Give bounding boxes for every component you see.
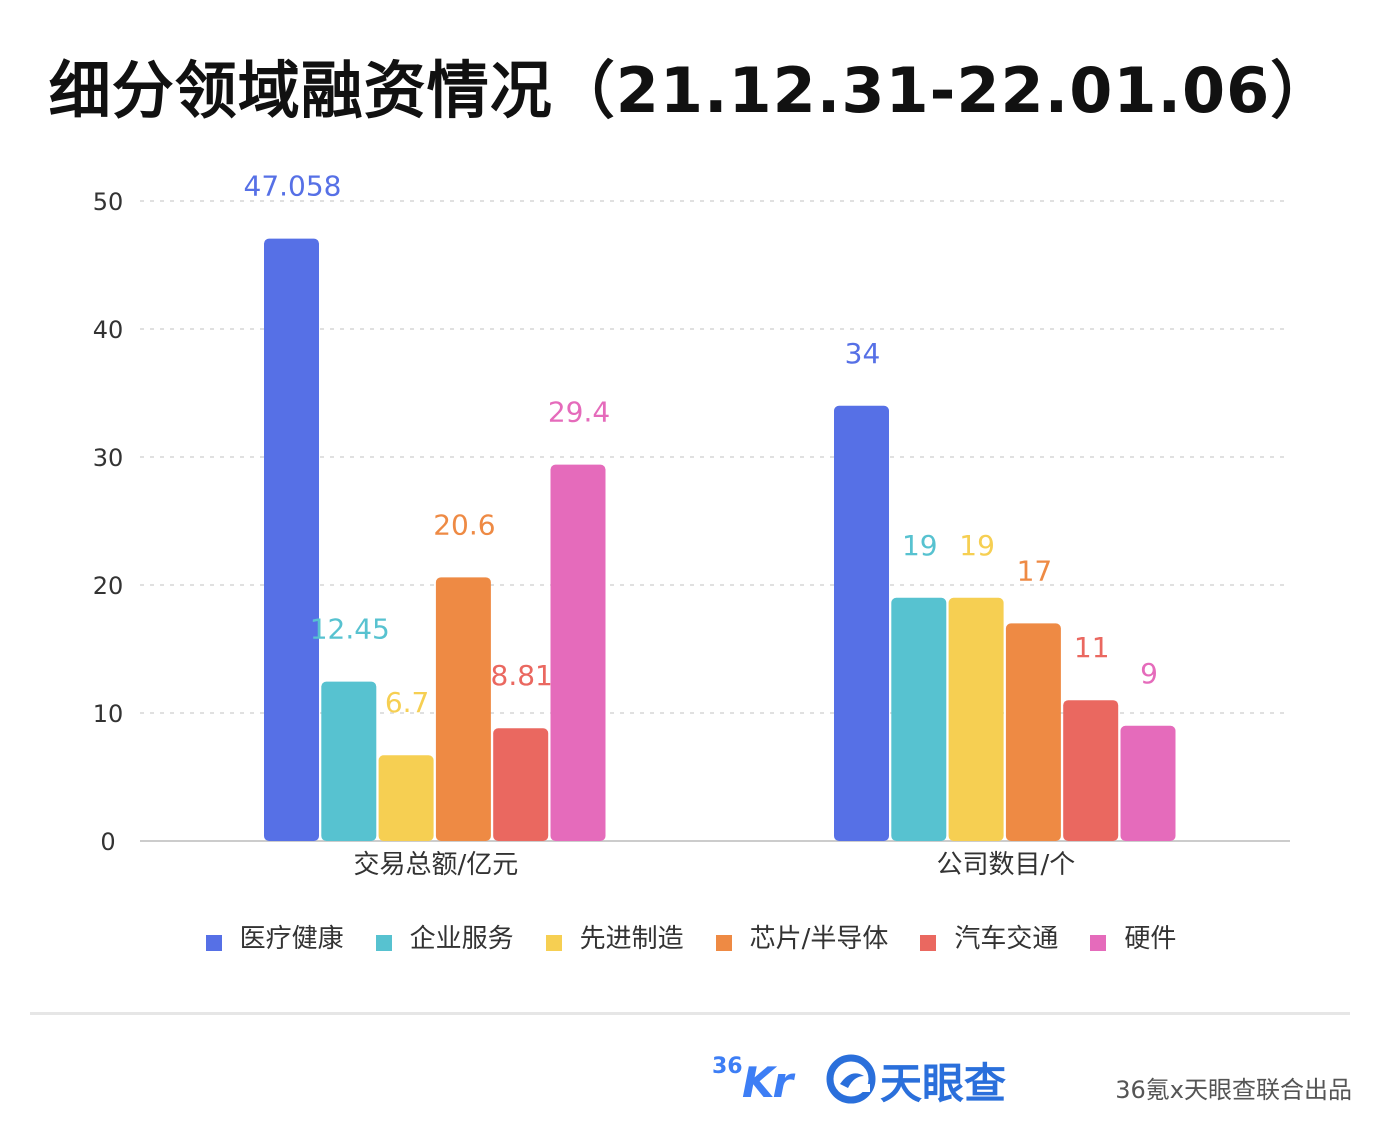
- footer: 36 Kr 天眼查 36氪x天眼查联合出品: [0, 1048, 1382, 1108]
- chart-title: 细分领域融资情况（21.12.31-22.01.06）: [48, 54, 1334, 127]
- y-tick-label: 30: [93, 444, 124, 472]
- y-tick-label: 40: [93, 316, 124, 344]
- tianyancha-logo-icon: [826, 1054, 876, 1104]
- footer-divider: [30, 1012, 1350, 1015]
- bar: [1005, 623, 1061, 841]
- 36kr-logo-text: Kr: [742, 1058, 793, 1107]
- legend-label: 芯片/半导体: [749, 924, 889, 954]
- bar: [948, 597, 1004, 841]
- legend-swatch: [375, 934, 392, 951]
- bar: [550, 464, 606, 841]
- data-label: 17: [1017, 554, 1053, 587]
- tianyancha-logo-text: 天眼查: [880, 1059, 1007, 1108]
- legend-swatch: [920, 934, 937, 951]
- legend-label: 先进制造: [579, 924, 684, 954]
- legend-item: 先进制造: [545, 918, 684, 955]
- legend-label: 汽车交通: [954, 924, 1059, 954]
- data-label: 19: [902, 529, 938, 562]
- y-tick-label: 10: [93, 700, 124, 728]
- legend-label: 医疗健康: [239, 924, 344, 954]
- data-label: 6.7: [385, 686, 430, 719]
- legend-label: 企业服务: [409, 924, 514, 954]
- legend-item: 硬件: [1090, 918, 1176, 955]
- data-label: 11: [1074, 631, 1110, 664]
- legend-swatch: [715, 934, 732, 951]
- data-label: 8.81: [491, 659, 553, 692]
- bar: [891, 597, 947, 841]
- bar: [834, 405, 889, 841]
- y-tick-label: 50: [93, 188, 124, 216]
- legend-label: 硬件: [1124, 924, 1177, 954]
- bar: [435, 577, 491, 841]
- data-label: 12.45: [310, 613, 390, 646]
- bar-chart: 0 10 20 30 40 50 47.058 12.45 6.7 20.6 8.81 29.4 交易总…: [93, 170, 1290, 880]
- legend-item: 医疗健康: [205, 918, 344, 955]
- bar: [493, 728, 549, 841]
- 36kr-logo-number: 36: [712, 1054, 743, 1079]
- data-label: 34: [845, 337, 881, 370]
- bar: [264, 238, 319, 841]
- x-category-label: 公司数目/个: [937, 850, 1076, 880]
- data-label: 19: [959, 529, 995, 562]
- data-label: 47.058: [244, 170, 342, 203]
- data-label: 9: [1140, 657, 1158, 690]
- legend-item: 芯片/半导体: [715, 918, 889, 955]
- bar: [378, 755, 434, 841]
- bar: [321, 681, 377, 841]
- legend-swatch: [205, 934, 222, 951]
- data-label: 29.4: [548, 396, 610, 429]
- y-tick-label: 0: [100, 828, 115, 856]
- y-tick-label: 20: [93, 572, 124, 600]
- chart-legend: 医疗健康 企业服务 先进制造 芯片/半导体 汽车交通 硬件: [0, 918, 1382, 955]
- legend-item: 企业服务: [375, 918, 514, 955]
- legend-item: 汽车交通: [920, 918, 1058, 955]
- legend-swatch: [1090, 934, 1107, 951]
- credit-text: 36氪x天眼查联合出品: [1115, 1076, 1352, 1104]
- legend-swatch: [545, 934, 562, 951]
- bar: [1063, 700, 1119, 841]
- x-category-label: 交易总额/亿元: [354, 850, 519, 880]
- data-label: 20.6: [433, 508, 495, 541]
- bar: [1120, 725, 1176, 841]
